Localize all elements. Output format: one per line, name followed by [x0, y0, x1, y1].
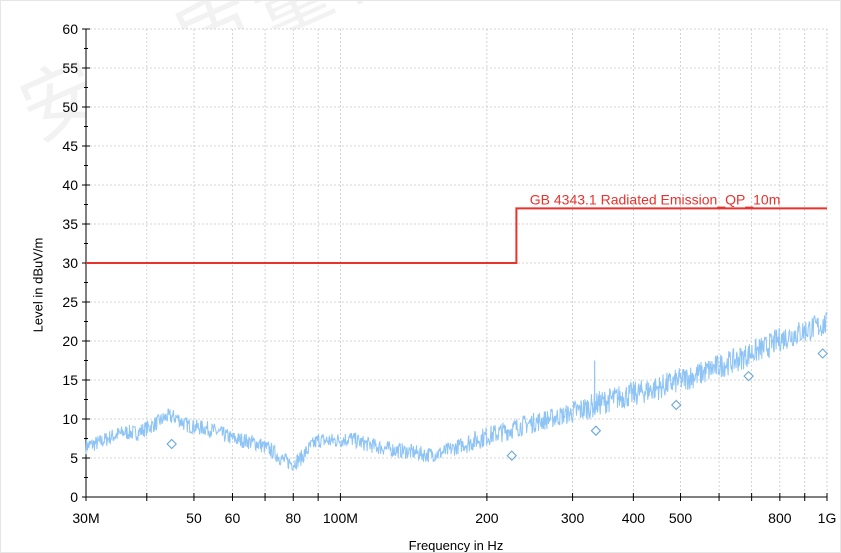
limit-line-label: GB 4343.1 Radiated Emission_QP_10m — [530, 191, 781, 207]
y-tick-label: 0 — [70, 489, 78, 505]
x-tick-label: 800 — [768, 510, 792, 526]
y-axis-label: Level in dBuV/m — [30, 237, 46, 333]
limit-line — [86, 207, 827, 264]
y-tick-label: 40 — [62, 177, 78, 193]
y-tick-label: 15 — [62, 372, 78, 388]
x-tick-label: 1G — [818, 510, 837, 526]
x-tick-label: 60 — [225, 510, 241, 526]
x-tick-label: 30M — [72, 510, 99, 526]
x-tick-label: 300 — [561, 510, 585, 526]
x-tick-label: 80 — [285, 510, 301, 526]
qp-marker — [166, 438, 177, 450]
x-tick-label: 100M — [323, 510, 358, 526]
x-tick-label: 500 — [669, 510, 693, 526]
y-tick-label: 55 — [62, 60, 78, 76]
qp-marker — [506, 450, 518, 461]
y-tick-label: 45 — [62, 138, 78, 154]
y-tick-label: 25 — [62, 294, 78, 310]
x-axis-label: Frequency in Hz — [408, 538, 504, 553]
y-tick-label: 50 — [62, 99, 78, 115]
qp-marker — [590, 425, 602, 436]
y-tick-label: 35 — [62, 216, 78, 232]
qp-marker — [743, 370, 754, 382]
qp-marker — [670, 399, 682, 411]
y-tick-label: 60 — [62, 21, 78, 37]
y-tick-label: 20 — [62, 333, 78, 349]
qp-marker — [817, 348, 829, 359]
y-tick-label: 10 — [62, 411, 78, 427]
y-tick-label: 30 — [62, 255, 78, 271]
spectrum-trace — [85, 311, 828, 471]
x-tick-label: 200 — [475, 510, 499, 526]
y-tick-label: 5 — [70, 450, 78, 466]
x-tick-label: 400 — [622, 510, 646, 526]
x-tick-label: 50 — [186, 510, 202, 526]
